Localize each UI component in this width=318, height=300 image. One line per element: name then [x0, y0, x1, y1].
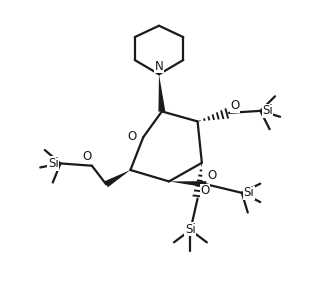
Text: Si: Si — [244, 186, 254, 200]
Text: Si: Si — [48, 157, 59, 170]
Text: O: O — [200, 184, 210, 197]
Text: O: O — [82, 150, 91, 163]
Polygon shape — [158, 74, 165, 112]
Polygon shape — [104, 170, 130, 187]
Text: N: N — [155, 60, 163, 73]
Text: O: O — [128, 130, 137, 143]
Polygon shape — [169, 181, 206, 188]
Text: O: O — [230, 99, 239, 112]
Text: Si: Si — [185, 223, 196, 236]
Text: O: O — [208, 169, 217, 182]
Text: Si: Si — [262, 104, 273, 117]
